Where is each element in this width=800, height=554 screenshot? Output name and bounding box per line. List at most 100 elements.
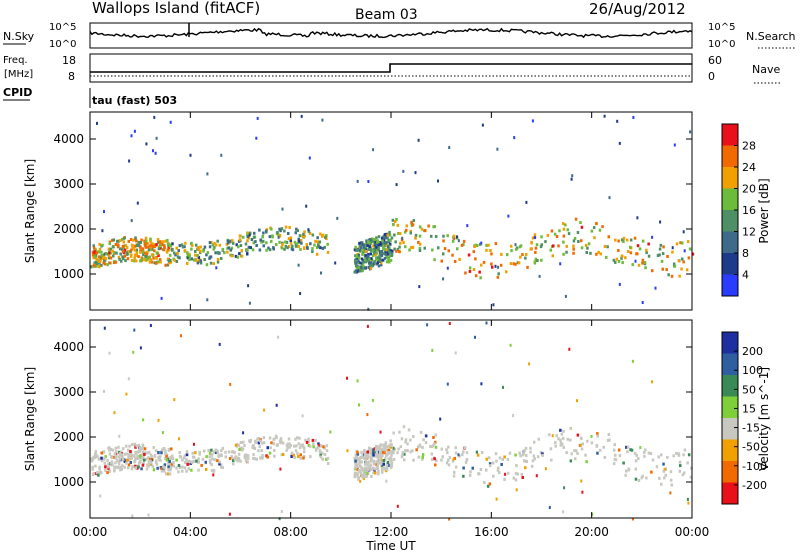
echo-cell (525, 453, 528, 457)
echo-cell (169, 243, 172, 247)
echo-cell (193, 258, 196, 262)
echo-cell (622, 461, 625, 465)
colorbar-segment (722, 461, 738, 483)
echo-cell (655, 465, 659, 469)
echo-cell (365, 240, 369, 244)
echo-cell (462, 450, 465, 454)
echo-cell (322, 445, 325, 449)
echo-cell (207, 449, 210, 452)
echo-cell (606, 438, 610, 442)
echo-cell (557, 244, 560, 248)
echo-cell (448, 456, 452, 460)
echo-cell (119, 466, 123, 470)
echo-cell (369, 252, 373, 256)
echo-cell (111, 448, 115, 452)
echo-cell (319, 246, 322, 250)
echo-cell (596, 432, 599, 436)
echo-cell (462, 474, 465, 478)
colorbar-tick-label: 8 (742, 247, 749, 260)
echo-cell (160, 296, 163, 300)
echo-cell (108, 452, 112, 456)
echo-cell (481, 451, 484, 454)
echo-cell (548, 506, 551, 509)
echo-cell (602, 445, 605, 449)
echo-cell (482, 260, 486, 264)
echo-cell (383, 444, 387, 448)
echo-cell (319, 453, 322, 457)
echo-cell (97, 457, 101, 461)
echo-cell (125, 252, 129, 256)
echo-cell (574, 449, 578, 453)
echo-cell (612, 462, 616, 466)
echo-cell (514, 262, 517, 266)
echo-cell (624, 256, 627, 260)
echo-cell (288, 226, 291, 229)
echo-cell (208, 455, 211, 459)
echo-cell (164, 239, 168, 243)
echo-cell (614, 238, 617, 242)
echo-cell (366, 455, 369, 459)
echo-cell (156, 466, 159, 470)
echo-cell (396, 504, 399, 508)
echo-cell (122, 240, 125, 244)
echo-cell (399, 241, 402, 245)
echo-cell (172, 464, 175, 468)
echo-cell (360, 450, 363, 454)
echo-cell (607, 235, 610, 239)
echo-cell (418, 234, 422, 238)
echo-cell (133, 454, 136, 458)
echo-cell (137, 255, 140, 259)
echo-cell (445, 448, 448, 452)
echo-cell (431, 348, 434, 352)
echo-cell (485, 248, 488, 252)
echo-cell (208, 459, 212, 463)
echo-cell (309, 242, 312, 246)
colorbar-segment (722, 188, 738, 211)
echo-cell (107, 462, 110, 466)
echo-cell (356, 264, 359, 268)
echo-cell (514, 243, 517, 247)
echo-cell (150, 244, 153, 247)
echo-cell (205, 263, 209, 267)
echo-cell (679, 241, 682, 245)
echo-cell (359, 244, 362, 248)
echo-cell (387, 457, 391, 461)
echo-cell (378, 450, 382, 454)
echo-cell (117, 455, 121, 459)
echo-cell (377, 447, 380, 451)
echo-cell (121, 237, 124, 241)
echo-cell (299, 292, 302, 295)
echo-cell (614, 260, 617, 264)
echo-cell (387, 464, 390, 467)
echo-cell (629, 251, 633, 255)
echo-cell (399, 232, 402, 235)
echo-cell (409, 231, 412, 235)
beam-title: Beam 03 (355, 7, 418, 23)
echo-cell (387, 451, 391, 455)
echo-cell (298, 234, 302, 238)
echo-cell (381, 239, 384, 243)
echo-cell (358, 464, 361, 468)
echo-cell (369, 248, 372, 251)
echo-cell (389, 444, 393, 447)
echo-cell (451, 459, 455, 463)
echo-cell (316, 240, 319, 244)
echo-cell (682, 230, 685, 234)
echo-cell (384, 241, 387, 245)
echo-cell (361, 269, 364, 273)
echo-cell (598, 228, 602, 232)
echo-cell (394, 220, 397, 223)
colorbar-tick-label: -50 (742, 441, 760, 454)
echo-cell (305, 243, 308, 247)
echo-cell (126, 257, 130, 261)
echo-cell (426, 323, 429, 327)
echo-cell (581, 490, 584, 494)
echo-cell (647, 451, 650, 455)
echo-cell (364, 260, 368, 264)
echo-cell (476, 450, 478, 454)
echo-cell (288, 445, 291, 449)
echo-cell (689, 130, 692, 134)
echo-cell (529, 450, 532, 454)
echo-cell (540, 258, 543, 262)
echo-cell (169, 260, 173, 264)
